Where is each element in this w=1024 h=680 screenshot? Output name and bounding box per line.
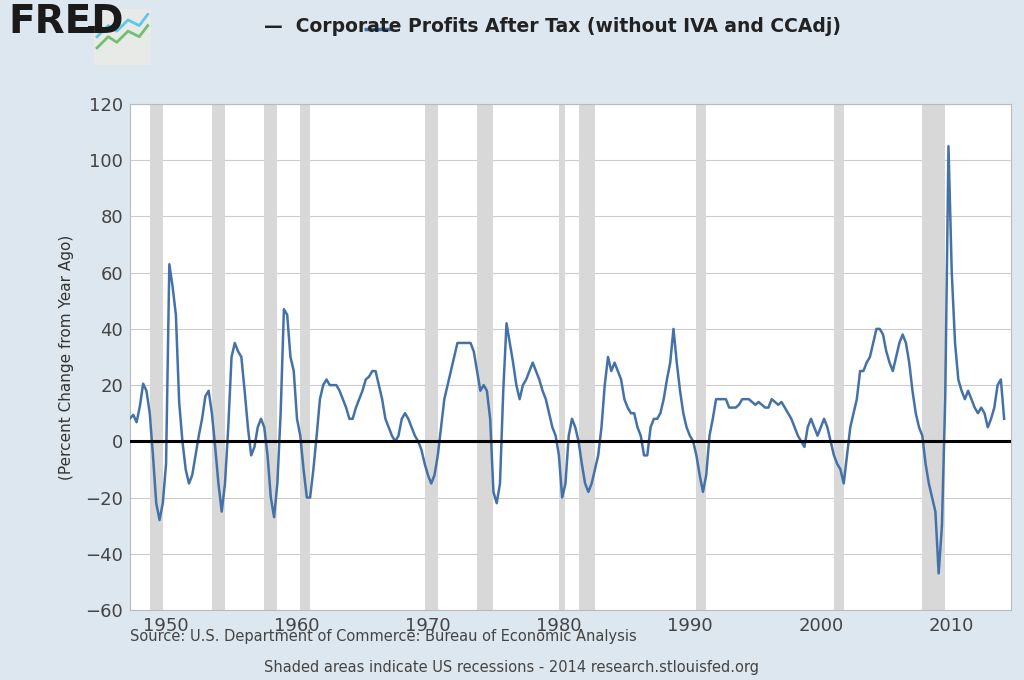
FancyBboxPatch shape — [93, 7, 152, 66]
Bar — [559, 104, 565, 610]
Text: —  Corporate Profits After Tax (without IVA and CCAdj): — Corporate Profits After Tax (without I… — [264, 17, 842, 36]
Bar — [579, 104, 595, 610]
Bar — [834, 104, 844, 610]
Bar — [150, 104, 163, 610]
Bar — [300, 104, 310, 610]
Bar — [425, 104, 438, 610]
Text: .: . — [84, 3, 99, 41]
Bar — [923, 104, 945, 610]
Y-axis label: (Percent Change from Year Ago): (Percent Change from Year Ago) — [59, 235, 74, 479]
Bar — [264, 104, 278, 610]
Text: FRED: FRED — [8, 3, 124, 41]
Text: Shaded areas indicate US recessions - 2014 research.stlouisfed.org: Shaded areas indicate US recessions - 20… — [264, 660, 760, 675]
Bar — [696, 104, 707, 610]
Bar — [212, 104, 225, 610]
Bar — [477, 104, 494, 610]
Text: Source: U.S. Department of Commerce: Bureau of Economic Analysis: Source: U.S. Department of Commerce: Bur… — [130, 629, 637, 644]
